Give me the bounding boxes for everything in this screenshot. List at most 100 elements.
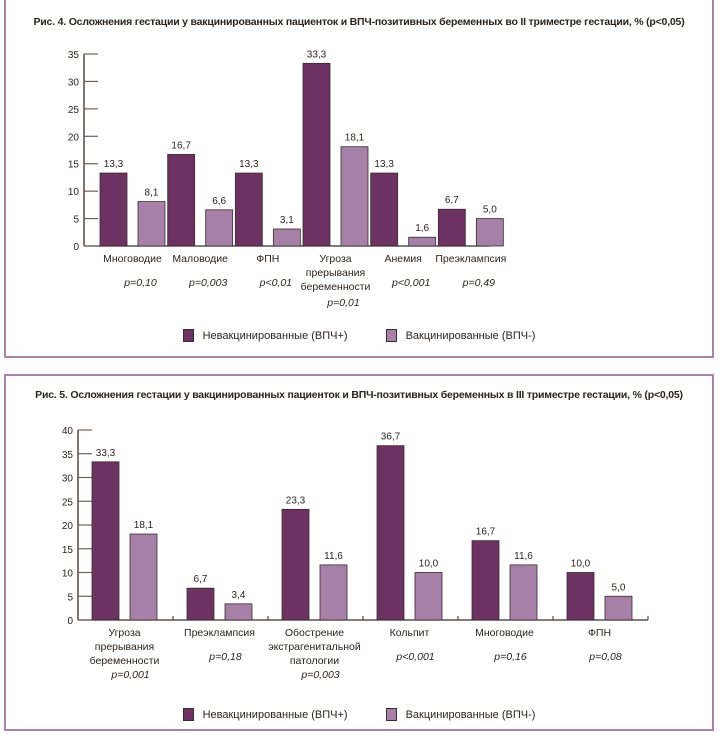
y-tick-label: 25 xyxy=(68,105,80,116)
y-tick-label: 35 xyxy=(68,50,80,61)
data-label: 6,7 xyxy=(194,574,208,585)
data-label: 5,0 xyxy=(483,205,497,216)
legend-swatch-vaccinated xyxy=(385,329,397,342)
data-label: 5,0 xyxy=(612,582,626,593)
figure-4-panel: Рис. 4. Осложнения гестации у вакциниров… xyxy=(4,0,714,358)
category-label: беременности xyxy=(90,655,160,667)
bar-vaccinated xyxy=(604,595,633,621)
data-label: 23,3 xyxy=(286,495,306,506)
bar-unvaccinated xyxy=(471,540,500,621)
bar-unvaccinated xyxy=(437,208,466,247)
p-value-label: p=0,08 xyxy=(588,651,622,663)
bar-vaccinated xyxy=(475,218,504,247)
data-label: 3,1 xyxy=(280,215,294,226)
p-value-label: p=0,16 xyxy=(493,651,527,663)
p-value-label: p=0,003 xyxy=(300,669,339,681)
data-label: 6,7 xyxy=(445,195,459,206)
y-tick-label: 0 xyxy=(73,242,79,253)
bar-vaccinated xyxy=(408,236,437,247)
legend-item-vaccinated: Вакцинированные (ВПЧ-) xyxy=(385,329,536,342)
legend-label: Вакцинированные (ВПЧ-) xyxy=(405,708,536,721)
bar-unvaccinated xyxy=(566,572,595,621)
chart-title: Рис. 4. Осложнения гестации у вакциниров… xyxy=(33,16,685,28)
category-label: прерывания xyxy=(306,267,365,279)
data-label: 18,1 xyxy=(345,133,365,144)
y-tick-label: 10 xyxy=(68,187,80,198)
data-label: 1,6 xyxy=(415,223,429,234)
bar-vaccinated xyxy=(205,209,234,247)
data-label: 10,0 xyxy=(571,559,591,570)
data-label: 36,7 xyxy=(381,432,401,443)
chart-title: Рис. 5. Осложнения гестации у вакциниров… xyxy=(35,389,683,401)
p-value-label: p=0,18 xyxy=(208,651,242,663)
data-label: 8,1 xyxy=(145,188,159,199)
legend-label: Вакцинированные (ВПЧ-) xyxy=(405,329,536,342)
bar-unvaccinated xyxy=(167,153,196,247)
bar-unvaccinated xyxy=(370,172,399,247)
figure-5-panel: Рис. 5. Осложнения гестации у вакциниров… xyxy=(4,374,714,731)
p-value-label: p=0,01 xyxy=(326,297,359,309)
p-value-label: p=0,003 xyxy=(188,277,227,289)
category-label: Преэклампсия xyxy=(184,627,255,639)
bar-unvaccinated xyxy=(234,172,263,247)
legend-item-unvaccinated: Невакцинированные (ВПЧ+) xyxy=(182,329,348,342)
data-label: 13,3 xyxy=(374,159,394,170)
p-value-label: p=0,001 xyxy=(110,669,149,681)
category-label: Преэклампсия xyxy=(435,253,506,265)
legend: Невакцинированные (ВПЧ+) Вакцинированные… xyxy=(6,329,712,342)
bar-unvaccinated xyxy=(281,508,310,621)
data-label: 16,7 xyxy=(171,140,191,151)
category-label: Кольпит xyxy=(390,627,430,639)
bar-unvaccinated xyxy=(91,461,120,621)
data-label: 13,3 xyxy=(239,159,259,170)
legend-item-vaccinated: Вакцинированные (ВПЧ-) xyxy=(385,708,536,721)
category-label: ФПН xyxy=(588,627,611,639)
y-tick-label: 30 xyxy=(62,474,74,485)
y-tick-label: 25 xyxy=(62,497,74,508)
p-value-label: p<0,001 xyxy=(391,277,430,289)
category-label: беременности xyxy=(301,281,371,293)
data-label: 16,7 xyxy=(476,527,496,538)
data-label: 33,3 xyxy=(96,448,116,459)
data-label: 11,6 xyxy=(514,551,533,562)
category-label: Маловодие xyxy=(172,253,228,265)
category-label: прерывания xyxy=(95,641,154,653)
data-label: 18,1 xyxy=(134,520,154,531)
y-tick-label: 5 xyxy=(73,215,79,226)
y-tick-label: 15 xyxy=(62,545,74,556)
bar-unvaccinated xyxy=(99,172,128,247)
legend-swatch-vaccinated xyxy=(385,708,397,721)
data-label: 6,6 xyxy=(212,196,226,207)
p-value-label: p=0,49 xyxy=(462,277,496,289)
category-label: патологии xyxy=(290,655,339,667)
category-label: Многоводие xyxy=(103,253,162,265)
bar-vaccinated xyxy=(509,564,538,621)
y-tick-label: 20 xyxy=(62,521,74,532)
y-tick-label: 40 xyxy=(62,426,74,437)
p-value-label: p=0,10 xyxy=(123,277,157,289)
bar-vaccinated xyxy=(272,228,301,247)
y-tick-label: 15 xyxy=(68,160,80,171)
figure-5-chart: 0 5 10 15 20 25 30 35 40 33,3 18,1 Угроза прерывания… xyxy=(62,426,649,681)
figure-4-chart: 0 5 10 15 20 25 30 35 13,3 8,1 Многоводие p=0,10 16,… xyxy=(68,49,506,309)
legend-item-unvaccinated: Невакцинированные (ВПЧ+) xyxy=(182,708,348,721)
category-label: Обострение xyxy=(285,627,344,639)
bar-unvaccinated xyxy=(376,445,405,621)
legend-label: Невакцинированные (ВПЧ+) xyxy=(202,329,348,342)
y-tick-label: 30 xyxy=(68,77,80,88)
y-tick-label: 20 xyxy=(68,132,80,143)
legend-label: Невакцинированные (ВПЧ+) xyxy=(202,708,348,721)
data-label: 33,3 xyxy=(307,49,327,60)
p-value-label: p<0,01 xyxy=(259,277,292,289)
data-label: 10,0 xyxy=(419,559,439,570)
y-tick-label: 10 xyxy=(62,569,74,580)
category-label: Угроза xyxy=(319,253,351,265)
legend-swatch-unvaccinated xyxy=(182,329,194,342)
bar-vaccinated xyxy=(414,572,443,621)
bar-vaccinated xyxy=(129,533,158,621)
bar-unvaccinated xyxy=(302,62,331,247)
data-label: 13,3 xyxy=(104,159,124,170)
category-label: ФПН xyxy=(256,253,279,265)
category-label: Многоводие xyxy=(475,627,534,639)
bar-vaccinated xyxy=(137,201,166,247)
